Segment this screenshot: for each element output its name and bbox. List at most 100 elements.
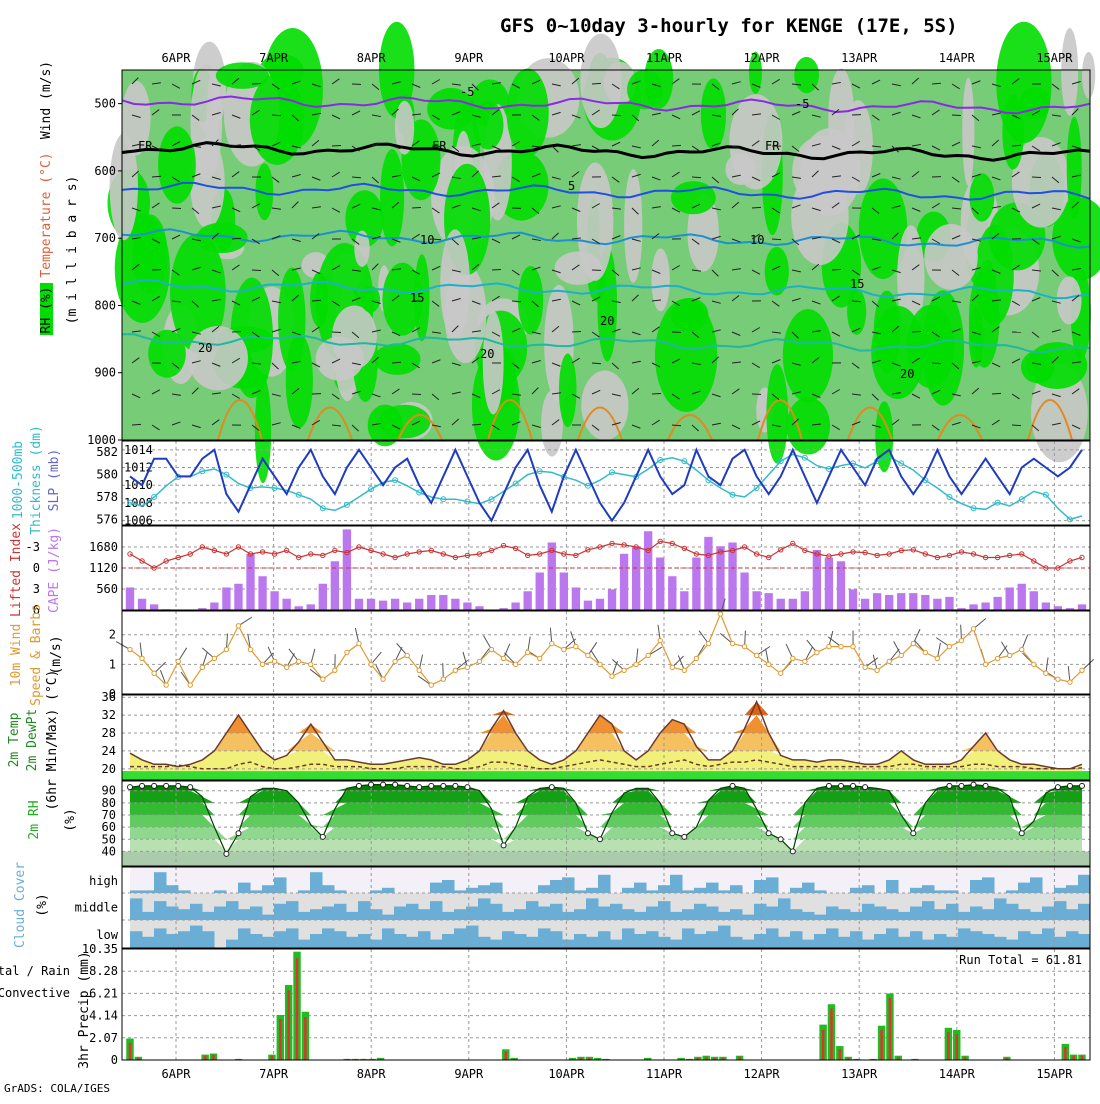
rh-point [971,782,976,787]
cloud-cell [766,928,779,948]
cloud-cell [478,898,491,920]
temp-axis-label-2: 2m DewPt [25,709,40,772]
thickness-tick-label: 576 [96,512,118,526]
isotherm-label: 5 [568,179,575,193]
cloud-cell [718,912,731,920]
wind10m-point [791,656,795,660]
isotherm-label: 20 [600,314,614,328]
cloud-cell [826,928,839,948]
wind10m-point [236,624,240,628]
rh-point [838,783,843,788]
cape-bar [632,546,640,610]
wind-barb [612,115,621,116]
cape-bar [1042,603,1050,611]
wind10m-point [489,647,493,651]
cape-bar [319,584,327,610]
cloud-cell [922,901,935,920]
cloud-cell [226,901,239,920]
wind10m-point [297,659,301,663]
wind10m-point [742,644,746,648]
cape-bar [813,550,821,610]
cloud-cell [166,934,179,948]
cloud-cell [250,934,263,948]
rh-point [682,834,687,839]
wind-barb [852,301,861,302]
cloud-cell [406,937,419,948]
wind10m-point [321,677,325,681]
wind10m-point [562,647,566,651]
wind10m-point [525,650,529,654]
cloud-cell [286,901,299,920]
cloud-cell [862,904,875,920]
cloud-cell [634,883,647,893]
rh-point [790,849,795,854]
temp-tick-label: 24 [102,744,116,758]
x-tick-label: 11APR [646,51,683,65]
y-tick-label: 700 [94,231,116,245]
cloud-cell [370,909,383,920]
wind10m-point [333,668,337,672]
cloud-cell [394,907,407,921]
rh-patch [158,126,196,203]
cloud-cell [142,937,155,948]
cape-bar [849,589,857,610]
rh-patch [783,309,833,402]
wind10m-point [851,644,855,648]
cloud-cell [442,880,455,893]
cloud-cell [910,888,923,893]
rh-patch [518,266,543,335]
wind10m-point [441,677,445,681]
cloud-cell [250,907,263,921]
cloud-cell [310,872,323,893]
run-total-label: Run Total = 61.81 [959,953,1082,967]
cloud-cell [382,888,395,893]
cape-bar [921,595,929,610]
cloud-cell [1054,901,1067,920]
x-tick-label: 13APR [841,51,878,65]
cloud-cell [334,931,347,948]
cape-bar [258,576,266,610]
credit-label: GrADS: COLA/IGES [4,1082,110,1095]
cape-bar [885,595,893,610]
cloud-cell [1054,888,1067,893]
cloud-cell [754,904,767,920]
x-tick-label: 15APR [1036,51,1073,65]
rh-patch [655,299,717,412]
cape-bar [511,603,519,611]
precip-convective-bar [1064,1047,1066,1060]
cloud-cell [142,912,155,920]
x-tick-label: 13APR [841,1067,878,1081]
wind10m-point [815,650,819,654]
wind10m-point [670,665,674,669]
rh-patch [924,224,978,290]
wind-barb [772,239,781,240]
cloud-cell [910,907,923,921]
temp-area-band [130,751,1082,771]
cloud-cell [454,928,467,948]
cape-tick-label: 1680 [89,540,118,554]
cloud-cell [814,934,827,948]
cloud-cell [238,928,251,948]
y-tick-label: 600 [94,164,116,178]
cloud-cell [682,928,695,948]
y-tick-label: 500 [94,97,116,111]
temp-axis-label-3: (6hr Min/Max) (°C) [45,670,60,811]
wind10m-point [393,659,397,663]
precip-total-label: Total / Rain [0,964,70,978]
x-tick-label: 14APR [939,51,976,65]
wind10m-point [417,668,421,672]
cloud-cell [502,912,515,920]
cape-bar [969,604,977,610]
wind10m-point [477,659,481,663]
x-tick-label: 11APR [646,1067,683,1081]
cape-bar [463,603,471,611]
cloud-cell [838,937,851,948]
rh-patch [996,22,1051,143]
rh-tick-label: 50 [102,832,116,846]
rh-point [356,783,361,788]
cloud-cell [970,907,983,921]
cloud-cell [874,907,887,921]
cape-bar [210,603,218,611]
